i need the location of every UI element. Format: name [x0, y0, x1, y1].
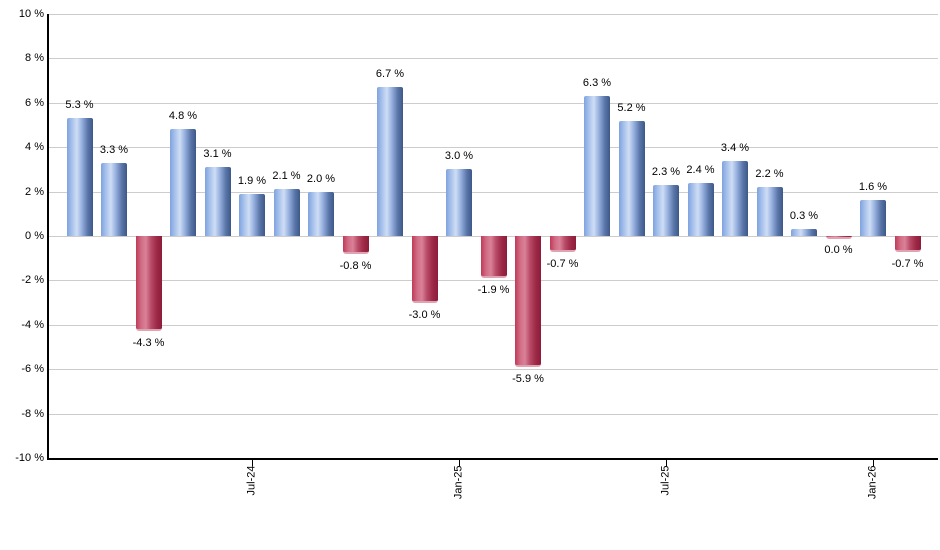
bar: [342, 236, 369, 254]
bar-value-label: 1.9 %: [237, 174, 267, 187]
bar: [825, 236, 852, 239]
bar: [135, 236, 162, 332]
bar: [204, 167, 231, 236]
gridline: [49, 58, 938, 60]
bar: [515, 236, 541, 367]
x-axis-tick-label: Jul-25: [659, 465, 672, 496]
bar: [377, 87, 403, 236]
bar-value-label: 2.4 %: [686, 163, 715, 176]
bar: [239, 193, 265, 236]
y-axis-tick-label: -4 %: [21, 318, 44, 331]
y-axis-tick-label: 4 %: [25, 141, 44, 154]
bar-value-label: 2.1 %: [272, 170, 301, 183]
bar-value-label: -1.9 %: [477, 284, 510, 297]
gridline: [49, 102, 938, 104]
bar-value-label: 2.3 %: [651, 165, 681, 178]
bar-value-label: -4.3 %: [132, 337, 165, 350]
gridline: [49, 147, 938, 149]
gridline: [49, 369, 938, 371]
y-axis-tick-label: 6 %: [25, 96, 44, 109]
x-axis-tick-label: Jan-26: [866, 465, 879, 500]
x-axis-tick: [459, 460, 460, 466]
bar-value-label: 2.2 %: [755, 168, 784, 181]
y-axis-tick-label: 10 %: [18, 8, 44, 20]
x-axis: [47, 458, 938, 460]
bar: [687, 182, 714, 236]
bar-value-label: 3.1 %: [203, 148, 232, 161]
x-axis-tick-label: Jul-24: [245, 465, 258, 496]
gridline: [49, 191, 938, 193]
y-axis: [47, 14, 49, 460]
x-axis-tick: [873, 460, 874, 466]
bar: [273, 189, 300, 236]
bar: [480, 236, 507, 279]
y-axis-tick-label: 2 %: [25, 185, 44, 198]
bar-value-label: 5.3 %: [65, 99, 94, 112]
y-axis-tick-label: 8 %: [25, 52, 44, 65]
gridline: [49, 14, 938, 15]
bar: [584, 96, 610, 236]
x-axis-tick-label: Jan-25: [452, 465, 465, 500]
bar-value-label: 0.3 %: [789, 210, 819, 223]
y-axis-tick-label: -6 %: [21, 363, 44, 376]
bar-value-label: 2.0 %: [306, 172, 336, 185]
gridline: [49, 280, 938, 282]
bar-value-label: 0.0 %: [824, 243, 853, 256]
bar-value-label: -3.0 %: [408, 308, 441, 321]
bar: [722, 160, 748, 236]
y-axis-tick-label: 0 %: [25, 230, 44, 242]
bar-value-label: -5.9 %: [512, 372, 544, 385]
bar-value-label: 6.7 %: [375, 68, 405, 81]
y-axis-tick-label: -10 %: [15, 452, 44, 464]
bar: [170, 129, 196, 236]
bar-value-label: -0.7 %: [891, 257, 924, 270]
bar: [791, 229, 817, 236]
bar: [653, 184, 679, 236]
bar: [411, 236, 438, 303]
y-axis-tick-label: -2 %: [21, 274, 44, 287]
bar-value-label: 3.4 %: [720, 141, 750, 154]
bar-value-label: -0.7 %: [546, 257, 579, 270]
gridline: [49, 413, 938, 415]
bar-value-label: 1.6 %: [858, 181, 888, 194]
bar-value-label: 6.3 %: [582, 77, 612, 90]
bar: [860, 200, 886, 236]
bar: [446, 169, 472, 236]
bar: [894, 236, 921, 252]
bar: [66, 118, 93, 236]
bar-value-label: -0.8 %: [339, 259, 372, 272]
x-axis-tick: [252, 460, 253, 466]
bar-value-label: 3.0 %: [444, 150, 474, 163]
bar-value-label: 3.3 %: [99, 143, 129, 156]
bar: [308, 191, 334, 236]
bar: [101, 162, 127, 236]
y-axis-tick-label: -8 %: [21, 407, 44, 420]
x-axis-tick: [666, 460, 667, 466]
bar: [618, 120, 645, 236]
bar-value-label: 5.2 %: [617, 101, 646, 114]
bar: [756, 187, 783, 236]
bar-value-label: 4.8 %: [168, 110, 198, 123]
bar: [549, 236, 576, 252]
gridline: [49, 324, 938, 326]
